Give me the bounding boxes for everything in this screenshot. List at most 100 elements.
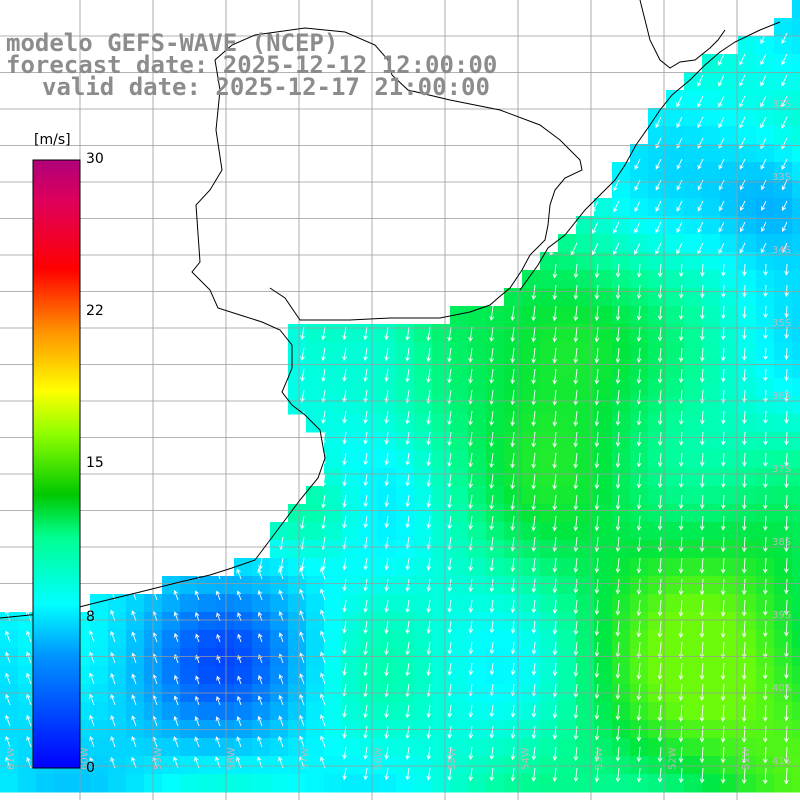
wind-cell — [378, 540, 397, 559]
wind-arrow — [384, 494, 390, 508]
wind-arrow — [741, 515, 747, 531]
wind-cell — [774, 252, 793, 271]
wind-cell — [342, 702, 361, 721]
wind-cell — [306, 504, 325, 523]
wind-arrow — [363, 452, 368, 466]
wind-arrow — [594, 746, 600, 762]
wind-cell — [612, 486, 631, 505]
wind-cell — [684, 234, 703, 253]
wind-cell — [306, 756, 325, 775]
wind-cell — [684, 306, 703, 325]
wind-cell — [252, 774, 271, 793]
wind-cell — [558, 486, 577, 505]
wind-arrow — [636, 746, 642, 763]
wind-arrow — [363, 473, 368, 487]
wind-cell — [720, 270, 739, 289]
wind-cell — [90, 738, 109, 757]
wind-cell — [702, 234, 721, 253]
coastline-east — [519, 21, 781, 291]
wind-arrow — [591, 242, 599, 256]
wind-arrow — [5, 693, 11, 706]
wind-arrow — [510, 389, 515, 406]
wind-cell — [612, 360, 631, 379]
wind-arrow — [657, 494, 663, 510]
wind-arrow — [594, 515, 600, 532]
wind-cell — [666, 288, 685, 307]
wind-arrow — [552, 389, 558, 406]
wind-cell — [360, 414, 379, 433]
wind-cell — [360, 738, 379, 757]
wind-cell — [756, 36, 775, 55]
wind-arrow — [531, 389, 536, 406]
wind-arrow — [510, 704, 516, 718]
wind-cell — [360, 396, 379, 415]
wind-cell — [720, 540, 739, 559]
wind-cell — [576, 324, 595, 343]
wind-arrow — [384, 725, 389, 740]
wind-cell — [792, 360, 800, 379]
lat-label: 32S — [772, 99, 791, 110]
wind-cell — [72, 774, 91, 793]
wind-cell — [666, 504, 685, 523]
wind-cell — [702, 774, 721, 793]
wind-cell — [648, 252, 667, 271]
wind-arrow — [552, 410, 558, 427]
wind-cell — [342, 576, 361, 595]
wind-cell — [378, 378, 397, 397]
wind-cell — [540, 666, 559, 685]
wind-cell — [612, 216, 631, 235]
wind-cell — [324, 612, 343, 631]
wind-cell — [306, 414, 325, 433]
wind-cell — [432, 648, 451, 667]
wind-cell — [792, 522, 800, 541]
wind-arrow — [552, 347, 558, 364]
wind-arrow — [784, 326, 789, 339]
wind-arrow — [783, 704, 789, 722]
wind-arrow — [131, 694, 137, 706]
wind-arrow — [784, 557, 789, 574]
wind-arrow — [678, 452, 684, 467]
wind-arrow — [531, 557, 537, 573]
wind-cell — [522, 504, 541, 523]
wind-arrow — [216, 675, 221, 685]
wind-arrow — [215, 736, 221, 748]
wind-arrow — [552, 641, 558, 656]
wind-arrow — [763, 431, 768, 446]
wind-cell — [486, 648, 505, 667]
wind-cell — [396, 702, 415, 721]
wind-cell — [720, 90, 739, 109]
wind-arrow — [405, 431, 410, 446]
wind-cell — [720, 414, 739, 433]
wind-arrow — [531, 746, 537, 761]
wind-arrow — [468, 452, 473, 468]
wind-cell — [702, 666, 721, 685]
wind-cell — [432, 774, 451, 793]
wind-arrow — [762, 641, 768, 659]
wind-arrow — [720, 578, 726, 596]
wind-arrow — [678, 368, 684, 384]
wind-cell — [540, 594, 559, 613]
wind-cell — [648, 342, 667, 361]
wind-arrow — [510, 410, 515, 427]
wind-cell — [108, 666, 127, 685]
lon-label: 56W — [374, 747, 385, 770]
wind-cell — [468, 576, 487, 595]
wind-arrow — [278, 674, 284, 685]
wind-cell — [126, 774, 145, 793]
wind-cell — [558, 378, 577, 397]
wind-cell — [234, 630, 253, 649]
wind-cell — [774, 324, 793, 343]
wind-arrow — [278, 611, 284, 622]
coastline — [0, 27, 583, 619]
wind-cell — [774, 540, 793, 559]
wind-arrow — [110, 693, 116, 706]
wind-cell — [756, 612, 775, 631]
wind-cell — [414, 504, 433, 523]
wind-arrow — [384, 347, 389, 362]
wind-cell — [324, 468, 343, 487]
wind-arrow — [741, 599, 747, 617]
wind-arrow — [405, 704, 410, 719]
wind-arrow — [573, 767, 579, 783]
wind-cell — [792, 468, 800, 487]
wind-arrow — [678, 347, 684, 363]
